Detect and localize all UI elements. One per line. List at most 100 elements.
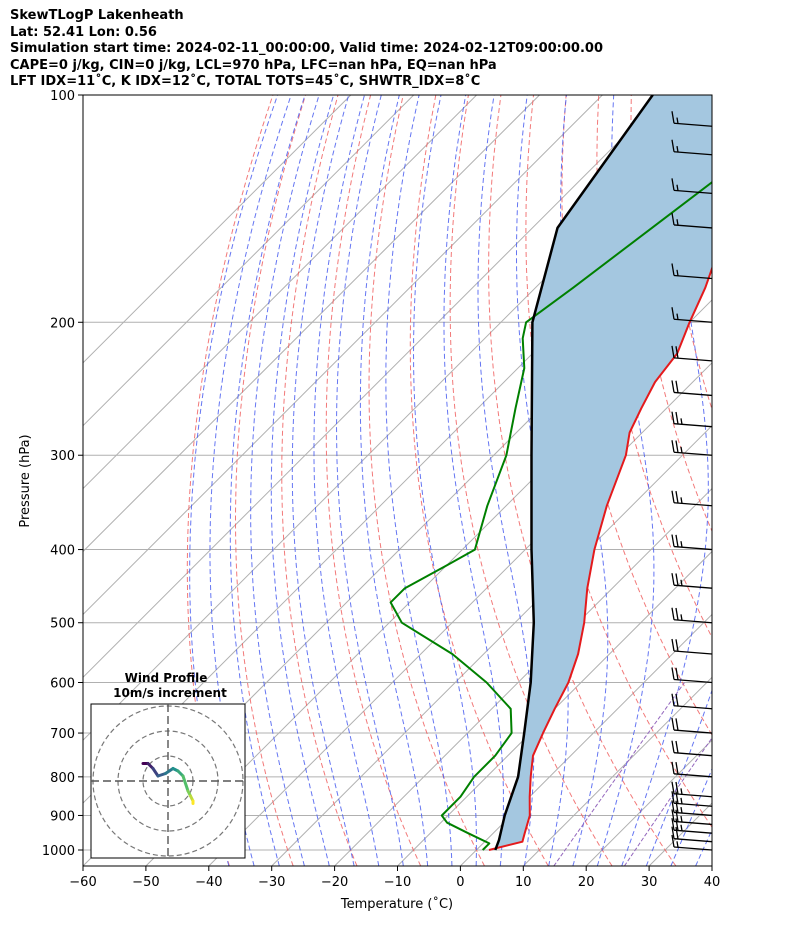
wind-barb-feather: [675, 573, 679, 586]
wind-barb-feather: [675, 490, 679, 504]
simulation-times: Simulation start time: 2024-02-11_00:00:…: [10, 41, 603, 56]
isotherm-gridline: [83, 95, 477, 490]
wind-barb: [671, 667, 713, 684]
isotherm-gridline: [334, 487, 712, 866]
moist-adiabat: [270, 95, 335, 866]
wind-barb-feather: [671, 178, 675, 191]
stability-indices: LFT IDX=11˚C, K IDX=12˚C, TOTAL TOTS=45˚…: [10, 74, 481, 89]
x-tick-label: −60: [69, 875, 96, 890]
wind-barb-half-feather: [676, 269, 679, 276]
wind-barb-feather: [671, 307, 675, 320]
y-tick-label: 700: [50, 727, 75, 742]
wind-barb-staff: [673, 189, 713, 195]
wind-barb-half-feather: [680, 614, 683, 621]
parcel-line: [494, 95, 654, 851]
chart-header: SkewTLogP Lakenheath Lat: 52.41 Lon: 0.5…: [10, 8, 603, 91]
wind-barb-feather: [675, 667, 679, 680]
wind-profile-subtitle: 10m/s increment: [113, 686, 227, 700]
moist-adiabat: [443, 95, 504, 866]
wind-barb: [671, 607, 713, 624]
wind-barb-staff: [673, 773, 713, 778]
wind-barb-half-feather: [676, 313, 679, 320]
wind-barb-feather: [675, 380, 679, 393]
x-tick-label: −20: [321, 875, 348, 890]
y-tick-label: 300: [50, 449, 75, 464]
moist-adiabat: [209, 95, 292, 866]
wind-barb: [671, 411, 713, 428]
wind-barb-half-feather: [680, 541, 683, 548]
wind-barb: [671, 307, 713, 323]
wind-barb: [671, 212, 713, 229]
dry-adiabat: [663, 95, 712, 411]
wind-barb-feather: [671, 740, 675, 753]
moist-adiabat: [645, 688, 712, 866]
wind-barb-half-feather: [680, 806, 683, 814]
wind-barb-staff: [673, 122, 713, 127]
moist-adiabat: [412, 95, 477, 866]
wind-barb-feather: [675, 718, 679, 731]
wind-barb-staff: [673, 820, 713, 826]
station-coordinates: Lat: 52.41 Lon: 0.56: [10, 24, 157, 40]
wind-barb: [671, 380, 713, 397]
x-axis-label: Temperature (˚C): [340, 896, 453, 912]
wind-barb-staff: [673, 650, 713, 655]
wind-barb-feather: [671, 534, 675, 547]
moist-adiabat: [720, 95, 794, 866]
wind-barb-staff: [673, 829, 713, 834]
x-tick-label: 0: [456, 875, 464, 890]
wind-barb-half-feather: [680, 418, 683, 425]
wind-profile-title: Wind Profile: [125, 671, 208, 685]
wind-barb-feather: [671, 139, 675, 152]
wind-barb-staff: [673, 793, 713, 798]
isotherm-gridline: [83, 95, 540, 553]
moist-adiabat: [516, 95, 569, 866]
wind-barb: [671, 693, 713, 710]
isotherm-gridline: [711, 865, 712, 866]
wind-barb-half-feather: [676, 145, 679, 153]
y-tick-label: 100: [50, 89, 75, 104]
isotherm-gridline: [460, 613, 712, 866]
wind-barb-staff: [673, 451, 713, 456]
wind-barb-half-feather: [676, 184, 679, 191]
profile-lines: [389, 95, 712, 851]
x-tick-label: −40: [195, 875, 222, 890]
wind-barb: [671, 263, 713, 280]
wind-barb-staff: [673, 838, 713, 843]
wind-barb-feather: [675, 781, 679, 795]
y-axis-ticks: 100 200 300 400 500 600 700 800 900 1000: [42, 89, 83, 859]
wind-barb-feather: [671, 693, 675, 706]
x-axis-ticks: −60 −50 −40 −30 −20 −10 0 10 20 30 40: [69, 866, 720, 890]
wind-barb-feather: [671, 717, 675, 731]
dry-adiabat: [235, 95, 306, 866]
wind-barb: [671, 818, 713, 834]
wind-barb-feather: [671, 761, 675, 774]
isotherm-gridline: [83, 95, 415, 427]
hodograph-segment: [181, 774, 190, 793]
wind-barb-feather: [671, 212, 675, 226]
wind-barb: [671, 139, 713, 156]
wind-barb-half-feather: [676, 841, 679, 848]
wind-barb: [671, 826, 713, 843]
dry-adiabat: [325, 95, 422, 866]
wind-barb-feather: [671, 411, 675, 424]
x-tick-label: 10: [515, 875, 532, 890]
wind-barbs: [671, 111, 713, 851]
x-tick-label: −30: [258, 875, 285, 890]
cape-fill-area: [489, 95, 712, 850]
wind-barb-feather: [671, 781, 675, 794]
wind-barb-feather: [671, 607, 675, 620]
moist-adiabat: [477, 95, 535, 866]
wind-barb-feather: [675, 693, 679, 707]
wind-barb-feather: [675, 534, 679, 547]
wind-barb-staff: [673, 151, 713, 156]
wind-barb-feather: [671, 818, 675, 831]
wind-barb-feather: [675, 809, 679, 822]
y-tick-label: 500: [50, 617, 75, 632]
cape-cin-fill: [489, 95, 712, 850]
wind-barb-feather: [671, 490, 675, 503]
wind-barb-feather: [671, 800, 675, 813]
y-tick-label: 1000: [42, 844, 75, 859]
wind-barb-staff: [673, 678, 713, 684]
wind-barb: [671, 809, 713, 826]
wind-barb: [671, 638, 713, 655]
